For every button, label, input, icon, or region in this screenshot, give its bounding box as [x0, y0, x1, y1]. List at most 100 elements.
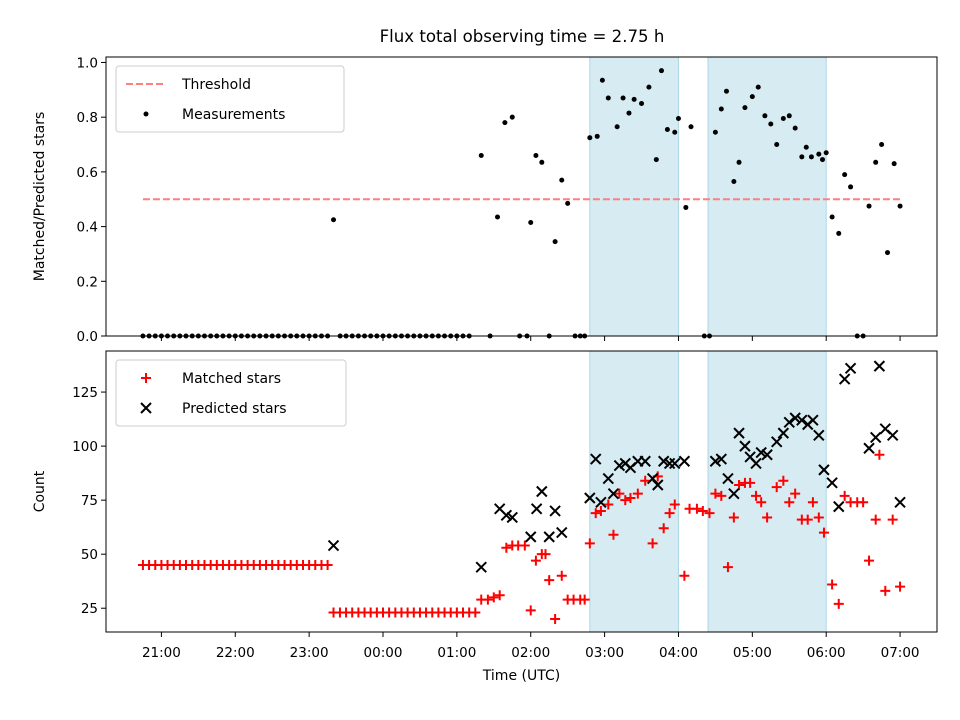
matched-stars-point	[519, 540, 530, 551]
x-tick-label: 01:00	[437, 645, 476, 661]
measurement-point	[653, 157, 659, 163]
series-predicted-stars	[327, 360, 906, 573]
measurement-point	[742, 105, 748, 111]
measurement-point	[808, 154, 814, 160]
x-tick-label: 03:00	[585, 645, 624, 661]
matched-stars-point	[669, 499, 680, 510]
matched-stars-point	[802, 514, 813, 525]
predicted-stars-point	[796, 414, 808, 426]
measurement-point	[712, 129, 718, 135]
y-tick-label: 0.8	[77, 110, 98, 126]
measurement-point	[565, 200, 571, 206]
matched-stars-point	[525, 605, 536, 616]
matched-stars-point	[790, 488, 801, 499]
matched-stars-point	[895, 581, 906, 592]
chart-title: Flux total observing time = 2.75 h	[380, 27, 665, 46]
measurement-point	[599, 77, 605, 83]
measurement-point	[842, 172, 848, 178]
x-axis-label: Time (UTC)	[482, 668, 560, 684]
x-tick-label: 02:00	[511, 645, 550, 661]
observing-window-span	[707, 56, 827, 337]
measurement-point	[631, 96, 637, 102]
measurement-point	[587, 135, 593, 141]
matched-stars-point	[784, 497, 795, 508]
measurement-point	[823, 150, 829, 156]
measurement-point	[478, 152, 484, 158]
y-tick-label: 0.6	[77, 165, 98, 181]
matched-stars-point	[556, 570, 567, 581]
predicted-stars-point	[844, 362, 857, 374]
matched-stars-point	[540, 549, 551, 560]
legend-box	[115, 359, 347, 427]
predicted-stars-point	[590, 453, 602, 465]
legend-label: Measurements	[182, 107, 285, 123]
legend-predicted-swatch	[140, 402, 152, 414]
matched-stars-point	[858, 497, 869, 508]
matched-stars-point	[864, 555, 875, 566]
x-tick-label: 00:00	[364, 645, 403, 661]
matched-stars-point	[579, 594, 590, 605]
predicted-stars-point	[506, 511, 518, 524]
predicted-stars-point	[750, 457, 762, 470]
series-matched-stars	[137, 449, 906, 625]
measurement-point	[494, 214, 500, 220]
x-tick-label: 05:00	[733, 645, 772, 661]
plot-frame	[105, 56, 938, 337]
matched-stars-point	[704, 508, 715, 519]
predicted-stars-point	[789, 412, 801, 424]
matched-stars-point	[488, 592, 499, 603]
measurement-point	[829, 214, 835, 220]
predicted-stars-point	[549, 505, 561, 517]
y-tick-label: 0.4	[77, 220, 98, 236]
measurement-point	[873, 159, 879, 165]
predicted-stars-point	[771, 436, 783, 448]
predicted-stars-point	[715, 453, 728, 465]
predicted-stars-point	[777, 427, 790, 439]
predicted-stars-point	[607, 487, 620, 500]
matched-stars-point	[501, 542, 512, 553]
observing-window-span	[589, 56, 679, 337]
matched-stars-point	[697, 505, 708, 516]
measurement-point	[639, 101, 645, 106]
measurement-point	[768, 121, 774, 127]
measurement-point	[509, 114, 515, 120]
predicted-stars-point	[728, 487, 740, 500]
predicted-stars-point	[652, 479, 664, 491]
matched-stars-point	[771, 482, 782, 493]
predicted-stars-point	[669, 457, 681, 470]
matched-stars-point	[482, 594, 493, 605]
measurement-point	[533, 152, 539, 158]
predicted-stars-point	[818, 464, 830, 476]
x-tick-label: 23:00	[290, 645, 329, 661]
matched-stars-point	[470, 607, 481, 618]
x-tick-label: 06:00	[807, 645, 846, 661]
predicted-stars-point	[886, 429, 899, 442]
measurement-point	[786, 113, 792, 119]
y-axis-label: Matched/Predicted stars	[32, 112, 48, 282]
predicted-stars-point	[833, 500, 845, 513]
matched-stars-point	[818, 527, 829, 538]
measurement-point	[646, 84, 652, 90]
matched-stars-point	[664, 508, 675, 519]
plot-frame	[105, 350, 938, 633]
predicted-stars-point	[863, 442, 875, 454]
measurement-point	[718, 106, 724, 112]
legend-box	[115, 65, 345, 133]
matched-stars-point	[874, 449, 885, 460]
matched-stars-point	[322, 559, 333, 570]
matched-stars-point	[590, 508, 601, 519]
measurement-point	[731, 178, 737, 184]
y-tick-label: 100	[72, 439, 98, 455]
matched-stars-point	[647, 538, 658, 549]
matched-stars-point	[679, 570, 690, 581]
x-tick-label: 21:00	[142, 645, 181, 661]
predicted-stars-point	[536, 485, 548, 498]
measurement-point	[626, 110, 632, 116]
matched-stars-point	[880, 585, 891, 596]
measurement-point	[688, 124, 694, 130]
y-tick-label: 0.0	[77, 329, 98, 345]
y-tick-label: 50	[81, 547, 98, 563]
matched-stars-point	[813, 512, 824, 523]
measurement-point	[820, 157, 826, 163]
